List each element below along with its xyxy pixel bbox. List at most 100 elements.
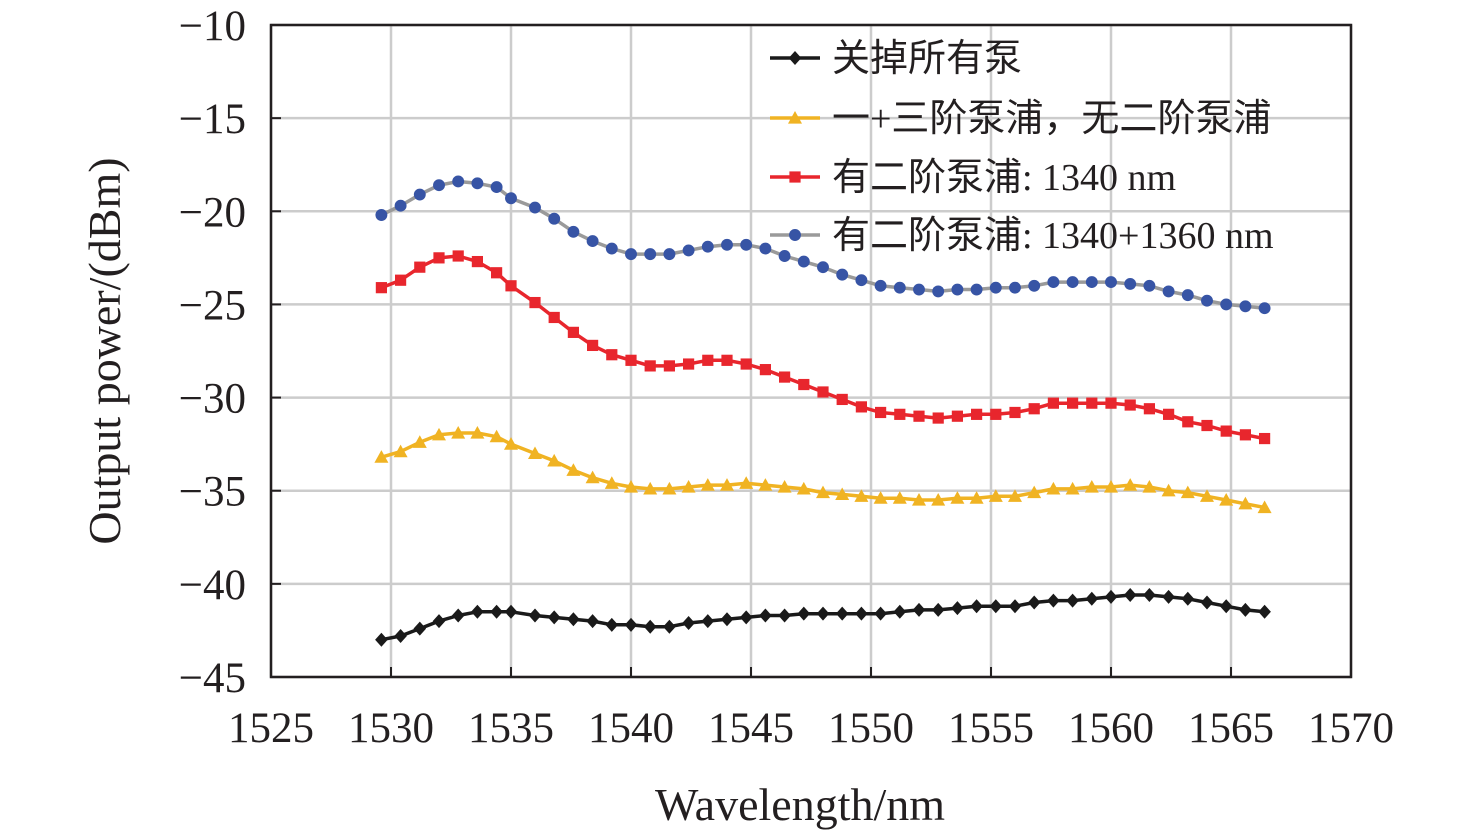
data-point (451, 425, 466, 439)
data-point (1027, 485, 1042, 499)
data-point (529, 296, 541, 309)
data-point (816, 485, 830, 499)
data-point (951, 410, 963, 422)
data-point (1182, 416, 1194, 428)
data-point (489, 429, 504, 443)
data-point (875, 406, 887, 419)
data-point (1105, 276, 1117, 289)
data-point (951, 601, 964, 616)
x-tick-label: 1560 (1068, 705, 1154, 752)
y-axis-label: Output power/(dBm) (79, 157, 130, 544)
data-point (788, 111, 802, 124)
data-point (433, 252, 445, 264)
data-point (547, 610, 561, 625)
y-tick-label: −25 (179, 282, 246, 329)
data-point (740, 358, 752, 370)
data-point (739, 610, 753, 625)
legend-label: 有二阶泵浦: 1340 nm (832, 157, 1176, 199)
data-point (605, 242, 618, 255)
data-point (1143, 403, 1155, 415)
data-point (394, 629, 407, 644)
data-point (1027, 595, 1041, 610)
x-tick-label: 1545 (708, 705, 794, 752)
data-point (587, 339, 599, 352)
x-tick-label: 1555 (948, 705, 1034, 752)
data-point (1200, 489, 1214, 502)
data-point (971, 408, 983, 420)
data-point (682, 244, 695, 257)
data-point (663, 248, 676, 261)
data-point (1201, 419, 1213, 432)
data-point (1046, 481, 1061, 495)
data-point (1219, 493, 1234, 506)
data-point (1162, 589, 1175, 604)
data-point (547, 453, 562, 467)
data-point (471, 177, 484, 190)
data-point (1163, 408, 1175, 420)
data-point (683, 358, 695, 370)
x-tick-label: 1535 (468, 705, 554, 752)
data-point (505, 192, 517, 205)
x-tick-label: 1570 (1308, 705, 1394, 752)
data-point (529, 201, 541, 214)
data-point (797, 606, 811, 621)
data-point (1238, 496, 1253, 510)
data-point (548, 311, 560, 324)
data-point (1008, 599, 1022, 614)
data-point (893, 281, 906, 294)
data-point (836, 268, 849, 281)
data-point (1104, 589, 1118, 604)
data-point (1066, 276, 1079, 289)
data-point (1009, 406, 1021, 419)
data-point (1200, 595, 1214, 610)
data-point (1104, 479, 1118, 493)
data-point (855, 606, 868, 621)
data-point (951, 283, 964, 296)
data-point (663, 619, 676, 634)
data-point (567, 326, 579, 338)
data-point (490, 181, 503, 194)
data-point (586, 235, 599, 248)
y-axis-ticks: −10 −15 −20 −25 −30 −35 −40 −45 (179, 3, 246, 702)
data-point (432, 614, 446, 629)
data-point (491, 267, 503, 279)
data-point (644, 248, 657, 261)
data-point (1162, 285, 1175, 298)
data-point (759, 608, 772, 623)
data-point (1142, 479, 1157, 493)
data-point (1066, 593, 1079, 608)
data-point (1239, 602, 1252, 617)
data-point (1086, 397, 1098, 409)
data-point (835, 606, 849, 621)
data-point (778, 250, 791, 262)
data-point (1181, 289, 1194, 302)
data-point (1258, 604, 1271, 619)
data-point (1065, 481, 1080, 495)
data-point (682, 615, 695, 630)
data-point (1259, 432, 1271, 445)
data-point (471, 604, 484, 619)
data-point (796, 481, 811, 495)
data-point (701, 614, 715, 629)
data-point (1028, 279, 1041, 292)
data-point (1143, 279, 1156, 292)
data-point (912, 493, 926, 506)
data-point (789, 171, 801, 183)
series-2 (374, 425, 1272, 514)
data-point (894, 408, 906, 420)
data-point (548, 212, 561, 225)
series-1 (375, 588, 1271, 647)
data-point (1258, 302, 1271, 315)
data-point (1085, 276, 1098, 289)
data-point (874, 606, 887, 621)
data-point (606, 349, 618, 361)
data-point (375, 209, 388, 221)
data-point (586, 614, 599, 629)
data-point (1220, 425, 1232, 437)
data-point (969, 491, 984, 504)
data-point (721, 354, 733, 366)
data-point (393, 444, 408, 458)
data-point (1124, 277, 1137, 290)
data-point (585, 470, 600, 484)
